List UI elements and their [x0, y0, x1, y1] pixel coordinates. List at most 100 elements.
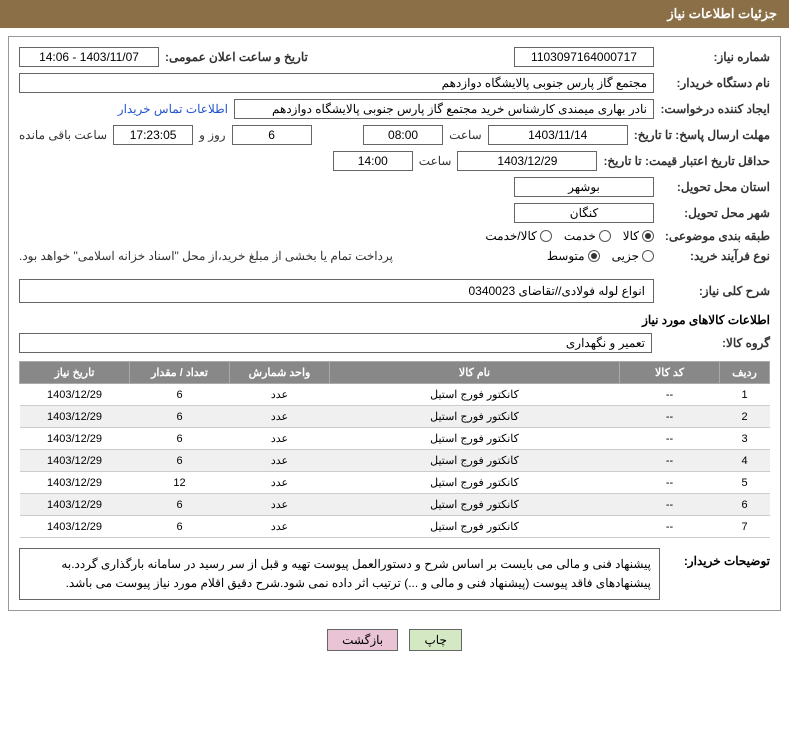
radio-goods-circle — [642, 230, 654, 242]
remain-time: 17:23:05 — [113, 125, 193, 145]
contact-link[interactable]: اطلاعات تماس خریدار — [118, 102, 228, 116]
cell-code: -- — [620, 494, 720, 516]
goods-table: ردیف کد کالا نام کالا واحد شمارش تعداد /… — [19, 361, 770, 538]
cell-date: 1403/12/29 — [20, 384, 130, 406]
cell-unit: عدد — [230, 516, 330, 538]
deadline-label: مهلت ارسال پاسخ: تا تاریخ: — [634, 128, 770, 142]
cell-code: -- — [620, 516, 720, 538]
cell-name: کانکتور فورج استیل — [330, 450, 620, 472]
table-header-row: ردیف کد کالا نام کالا واحد شمارش تعداد /… — [20, 362, 770, 384]
row-buyer: نام دستگاه خریدار: مجتمع گاز پارس جنوبی … — [19, 73, 770, 93]
province-value: بوشهر — [514, 177, 654, 197]
radio-medium-label: متوسط — [547, 249, 585, 263]
cell-n: 5 — [720, 472, 770, 494]
time-label-2: ساعت — [419, 154, 452, 168]
group-value: تعمیر و نگهداری — [19, 333, 652, 353]
validity-date: 1403/12/29 — [457, 151, 597, 171]
row-validity: حداقل تاریخ اعتبار قیمت: تا تاریخ: 1403/… — [19, 151, 770, 171]
header-title: جزئیات اطلاعات نیاز — [0, 0, 789, 28]
table-row: 6--کانکتور فورج استیلعدد61403/12/29 — [20, 494, 770, 516]
cell-date: 1403/12/29 — [20, 494, 130, 516]
radio-both-label: کالا/خدمت — [485, 229, 536, 243]
th-date: تاریخ نیاز — [20, 362, 130, 384]
row-deadline: مهلت ارسال پاسخ: تا تاریخ: 1403/11/14 سا… — [19, 125, 770, 145]
radio-service-circle — [599, 230, 611, 242]
need-no-label: شماره نیاز: — [660, 50, 770, 64]
cell-name: کانکتور فورج استیل — [330, 428, 620, 450]
cell-n: 7 — [720, 516, 770, 538]
deadline-time: 08:00 — [363, 125, 443, 145]
city-label: شهر محل تحویل: — [660, 206, 770, 220]
page-container: جزئیات اطلاعات نیاز شماره نیاز: 11030971… — [0, 0, 789, 657]
cell-qty: 6 — [130, 516, 230, 538]
creator-value: نادر بهاری میمندی کارشناس خرید مجتمع گاز… — [234, 99, 654, 119]
radio-medium[interactable]: متوسط — [547, 249, 600, 263]
th-code: کد کالا — [620, 362, 720, 384]
cell-code: -- — [620, 450, 720, 472]
cell-date: 1403/12/29 — [20, 450, 130, 472]
table-row: 5--کانکتور فورج استیلعدد121403/12/29 — [20, 472, 770, 494]
cell-n: 6 — [720, 494, 770, 516]
notes-value: پیشنهاد فنی و مالی می بایست بر اساس شرح … — [19, 548, 660, 600]
cell-qty: 6 — [130, 428, 230, 450]
th-unit: واحد شمارش — [230, 362, 330, 384]
radio-both-circle — [540, 230, 552, 242]
cell-date: 1403/12/29 — [20, 472, 130, 494]
cell-name: کانکتور فورج استیل — [330, 384, 620, 406]
radio-goods-label: کالا — [623, 229, 639, 243]
radio-goods[interactable]: کالا — [623, 229, 654, 243]
cell-code: -- — [620, 406, 720, 428]
cell-n: 3 — [720, 428, 770, 450]
notes-label: توضیحات خریدار: — [670, 548, 770, 600]
print-button[interactable]: چاپ — [409, 629, 461, 651]
radio-small-circle — [642, 250, 654, 262]
row-group: گروه کالا: تعمیر و نگهداری — [19, 333, 770, 353]
row-need-no: شماره نیاز: 1103097164000717 تاریخ و ساع… — [19, 47, 770, 67]
radio-both[interactable]: کالا/خدمت — [485, 229, 551, 243]
cell-qty: 6 — [130, 450, 230, 472]
main-panel: شماره نیاز: 1103097164000717 تاریخ و ساع… — [8, 36, 781, 611]
days-label: روز و — [199, 128, 226, 142]
row-summary: شرح کلی نیاز: انواع لوله فولادی//تقاضای … — [19, 279, 770, 303]
th-row: ردیف — [720, 362, 770, 384]
validity-label: حداقل تاریخ اعتبار قیمت: تا تاریخ: — [603, 154, 770, 168]
process-label: نوع فرآیند خرید: — [660, 249, 770, 263]
time-label-1: ساعت — [449, 128, 482, 142]
creator-label: ایجاد کننده درخواست: — [660, 102, 770, 116]
cell-qty: 12 — [130, 472, 230, 494]
table-row: 4--کانکتور فورج استیلعدد61403/12/29 — [20, 450, 770, 472]
back-button[interactable]: بازگشت — [327, 629, 398, 651]
cell-code: -- — [620, 472, 720, 494]
cell-unit: عدد — [230, 494, 330, 516]
th-name: نام کالا — [330, 362, 620, 384]
row-province: استان محل تحویل: بوشهر — [19, 177, 770, 197]
cell-unit: عدد — [230, 472, 330, 494]
cell-date: 1403/12/29 — [20, 406, 130, 428]
table-row: 7--کانکتور فورج استیلعدد61403/12/29 — [20, 516, 770, 538]
radio-small[interactable]: جزیی — [612, 249, 654, 263]
cell-n: 1 — [720, 384, 770, 406]
cell-date: 1403/12/29 — [20, 428, 130, 450]
remain-label: ساعت باقی مانده — [19, 128, 107, 142]
row-process: نوع فرآیند خرید: جزیی متوسط پرداخت تمام … — [19, 249, 770, 263]
group-label: گروه کالا: — [660, 336, 770, 350]
th-qty: تعداد / مقدار — [130, 362, 230, 384]
category-radios: کالا خدمت کالا/خدمت — [485, 229, 654, 243]
row-notes: توضیحات خریدار: پیشنهاد فنی و مالی می با… — [19, 548, 770, 600]
buyer-label: نام دستگاه خریدار: — [660, 76, 770, 90]
cell-name: کانکتور فورج استیل — [330, 406, 620, 428]
cell-code: -- — [620, 428, 720, 450]
cell-qty: 6 — [130, 406, 230, 428]
cell-unit: عدد — [230, 384, 330, 406]
announce-label: تاریخ و ساعت اعلان عمومی: — [165, 50, 308, 64]
city-value: کنگان — [514, 203, 654, 223]
button-row: چاپ بازگشت — [0, 619, 789, 657]
table-row: 2--کانکتور فورج استیلعدد61403/12/29 — [20, 406, 770, 428]
radio-service[interactable]: خدمت — [564, 229, 611, 243]
cell-name: کانکتور فورج استیل — [330, 472, 620, 494]
table-row: 3--کانکتور فورج استیلعدد61403/12/29 — [20, 428, 770, 450]
cell-unit: عدد — [230, 406, 330, 428]
need-no-value: 1103097164000717 — [514, 47, 654, 67]
cell-date: 1403/12/29 — [20, 516, 130, 538]
cell-n: 2 — [720, 406, 770, 428]
